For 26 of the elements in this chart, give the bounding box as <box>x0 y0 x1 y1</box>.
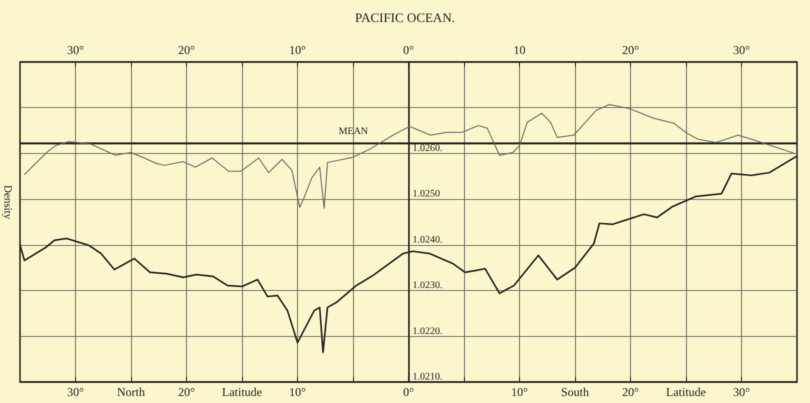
y-tick-label: 1.0260. <box>412 142 442 154</box>
y-tick-label: 1.0230. <box>412 280 442 292</box>
x-tick-label: North <box>117 385 145 399</box>
x2-tick-label: 10° <box>289 43 306 57</box>
x2-tick-label: 20° <box>622 43 640 57</box>
x-tick-label: 30° <box>733 385 750 399</box>
x-tick-label: 10° <box>289 385 306 399</box>
x-tick-label: 20° <box>622 385 640 399</box>
y-tick-label: 1.0210. <box>412 372 442 382</box>
x2-tick-label: 10 <box>514 43 526 57</box>
x-tick-label: 20° <box>178 385 196 399</box>
y-axis-title: Density <box>2 185 14 220</box>
x2-tick-label: 20° <box>178 43 196 57</box>
x-tick-label: 10° <box>511 385 528 399</box>
y-tick-label: 1.0240. <box>412 234 442 246</box>
x-tick-label: South <box>560 385 590 399</box>
x-tick-label: 0° <box>403 385 414 399</box>
x-tick-label: 30° <box>67 385 84 399</box>
chart-title: PACIFIC OCEAN. <box>355 10 455 25</box>
x-tick-label: Latitude <box>222 385 262 399</box>
x-tick-label: Latitude <box>666 385 706 399</box>
y-tick-label: 1.0250 <box>412 188 440 200</box>
x2-tick-label: 0° <box>403 43 414 57</box>
x2-tick-label: 30° <box>67 43 84 57</box>
x2-tick-label: 30° <box>733 43 750 57</box>
y-tick-label: 1.0220. <box>412 326 442 337</box>
